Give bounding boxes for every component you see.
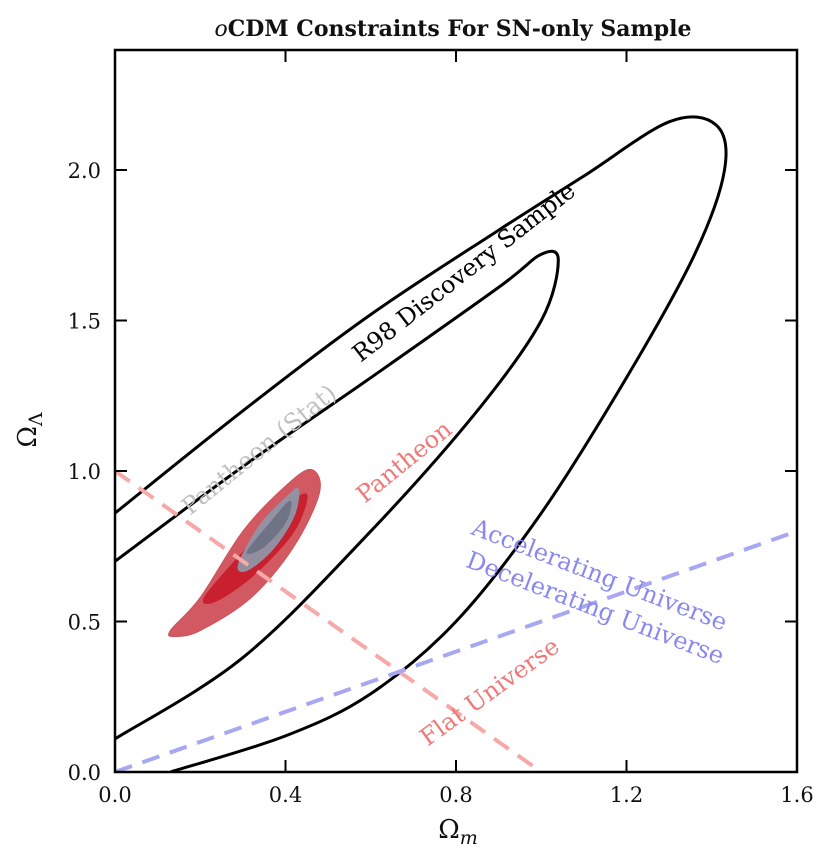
annotation-r98-discovery-sample: R98 Discovery Sample <box>347 177 581 368</box>
y-tick-label: 1.5 <box>68 310 101 334</box>
pantheon-stat-contour-1sigma <box>246 500 292 555</box>
x-axis-label-symbol: Ω <box>438 815 460 845</box>
annotation-flat-universe: Flat Universe <box>415 632 565 752</box>
y-axis-label-symbol: Ω <box>13 426 43 448</box>
y-tick-label: 2.0 <box>68 159 101 183</box>
plot-clip-group <box>115 115 797 772</box>
chart-title-prefix: o <box>214 17 227 42</box>
x-tick-label: 1.2 <box>610 783 643 807</box>
y-tick-label: 0.5 <box>68 611 101 635</box>
x-tick-label: 1.6 <box>780 783 813 807</box>
y-axis-label-subscript: Λ <box>25 412 47 427</box>
chart-title: oCDM Constraints For SN-only Sample <box>214 16 691 42</box>
y-axis-label: ΩΛ <box>13 412 47 448</box>
r98-contour-2sigma <box>115 115 728 772</box>
x-tick-label: 0.0 <box>98 783 131 807</box>
plot-frame <box>113 48 799 774</box>
x-tick-label: 0.8 <box>439 783 472 807</box>
r98-contour-1sigma <box>115 249 560 741</box>
y-tick-label: 1.0 <box>68 460 101 484</box>
x-axis-label: Ωm <box>438 815 478 849</box>
chart-title-text: CDM Constraints For SN-only Sample <box>228 16 692 42</box>
x-axis-label-subscript: m <box>460 827 478 849</box>
acceleration-boundary-line <box>115 529 797 772</box>
x-tick-label: 0.4 <box>269 783 302 807</box>
axes: 0.0 0.4 0.8 1.2 1.6 0.0 0.5 1.0 1.5 2.0 <box>68 48 814 807</box>
y-tick-label: 0.0 <box>68 761 101 785</box>
